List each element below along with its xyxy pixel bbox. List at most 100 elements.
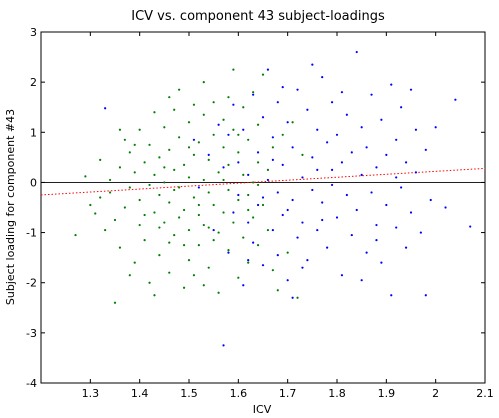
data-point-green: [133, 261, 136, 264]
data-point-green: [222, 211, 225, 214]
data-point-green: [118, 166, 122, 169]
data-point-green: [158, 193, 161, 197]
data-point-blue: [286, 121, 289, 124]
data-point-blue: [242, 128, 245, 131]
data-point-blue: [375, 166, 378, 169]
data-point-blue: [424, 148, 427, 151]
data-point-blue: [276, 101, 279, 104]
data-point-green: [84, 175, 87, 178]
data-point-green: [202, 223, 205, 227]
data-point-blue: [355, 208, 358, 212]
plot-area: 1.3 1.4 1.5 1.6 1.7 1.8 1.9 2 2.1 -4 -3 -2 -1 0 1 2 3: [26, 26, 494, 400]
data-point-blue: [395, 226, 398, 229]
data-point-blue: [311, 63, 314, 66]
data-point-green: [99, 158, 102, 161]
data-point-green: [291, 121, 294, 124]
data-point-blue: [365, 251, 368, 254]
data-point-green: [123, 206, 126, 209]
data-point-green: [148, 143, 151, 146]
data-point-blue: [281, 86, 284, 89]
data-point-blue: [360, 173, 363, 177]
data-point-blue: [247, 259, 250, 262]
data-point-blue: [104, 107, 107, 110]
data-point-green: [173, 168, 176, 171]
data-point-blue: [330, 101, 334, 104]
data-point-green: [187, 176, 191, 179]
data-point-green: [227, 163, 230, 166]
data-point-green: [256, 183, 260, 187]
data-point-blue: [266, 178, 270, 182]
data-point-green: [168, 271, 171, 274]
data-point-green: [256, 161, 260, 164]
data-point-blue: [311, 156, 314, 159]
data-point-blue: [360, 279, 363, 282]
data-point-green: [192, 153, 196, 156]
data-point-blue: [316, 168, 319, 171]
data-point-blue: [454, 98, 457, 101]
data-point-blue: [291, 198, 294, 202]
data-point-blue: [380, 118, 383, 121]
data-point-green: [266, 228, 270, 232]
y-tick-label: -2: [26, 277, 37, 290]
data-point-green: [202, 284, 205, 287]
data-point-blue: [301, 221, 304, 224]
data-point-blue: [340, 161, 344, 164]
data-point-blue: [271, 228, 274, 232]
data-point-green: [261, 203, 265, 207]
data-point-green: [173, 188, 176, 192]
x-tick-label: 1.6: [230, 387, 248, 400]
data-point-green: [99, 196, 102, 199]
data-point-green: [281, 133, 284, 136]
data-point-green: [242, 173, 245, 177]
data-point-green: [271, 269, 274, 272]
data-point-blue: [306, 259, 309, 262]
data-point-green: [232, 221, 235, 224]
data-point-green: [266, 168, 270, 171]
data-point-green: [222, 146, 225, 149]
data-point-green: [113, 301, 117, 304]
data-point-green: [242, 236, 245, 239]
data-point-green: [276, 289, 279, 292]
data-point-green: [123, 138, 126, 141]
data-point-green: [256, 123, 260, 126]
data-point-blue: [286, 208, 289, 212]
data-point-green: [168, 148, 171, 151]
data-point-blue: [301, 266, 304, 269]
data-point-green: [187, 146, 191, 149]
data-point-blue: [385, 203, 388, 207]
regression-fit-line: [40, 167, 486, 196]
data-point-blue: [404, 246, 408, 249]
data-point-green: [163, 166, 166, 169]
data-point-green: [202, 113, 205, 116]
data-point-blue: [222, 166, 225, 169]
data-point-blue: [370, 93, 373, 96]
data-point-green: [178, 186, 181, 189]
data-point-blue: [281, 163, 284, 166]
data-point-green: [173, 233, 176, 237]
y-tick-label: 2: [30, 76, 37, 89]
data-point-blue: [207, 153, 210, 156]
data-point-green: [222, 178, 225, 182]
data-point-blue: [390, 294, 393, 297]
x-tick-label: 1.9: [378, 387, 396, 400]
data-point-green: [148, 281, 151, 284]
data-point-green: [168, 96, 171, 99]
data-point-blue: [281, 213, 284, 217]
data-point-green: [252, 216, 255, 219]
data-point-green: [192, 103, 196, 106]
data-point-blue: [326, 141, 329, 144]
data-point-green: [104, 228, 107, 232]
data-point-green: [232, 128, 235, 131]
data-point-green: [217, 231, 220, 234]
data-point-blue: [424, 294, 427, 297]
data-point-green: [247, 138, 250, 141]
data-point-green: [158, 226, 161, 229]
data-point-green: [143, 161, 146, 164]
data-point-green: [212, 203, 215, 207]
data-point-green: [212, 238, 215, 242]
data-point-blue: [276, 191, 279, 194]
data-point-blue: [469, 225, 472, 228]
data-point-green: [237, 276, 240, 279]
